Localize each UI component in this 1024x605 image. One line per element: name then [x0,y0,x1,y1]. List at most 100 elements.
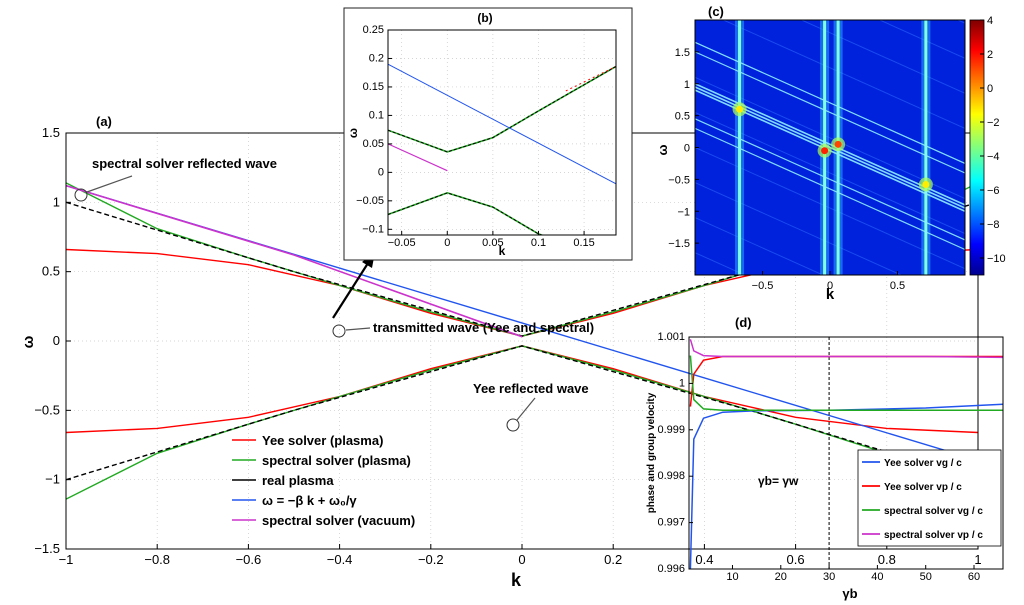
marker-yee-reflected [506,418,520,432]
series-plasma-upper [388,65,616,153]
y-tick-label: 0.2 [369,52,384,64]
x-tick-label: 0 [518,552,525,567]
y-tick-label: −1 [677,206,690,218]
x-tick-label: 50 [920,571,932,583]
panel-c: (c) −0.5 0 0.5 1.5 1 0.5 0 −0.5 −1 −1.5 k ω 4 2 0 −2… [655,4,1006,303]
y-tick-label: 1.5 [675,47,690,59]
series-spectral-solver-vg-c [689,355,1003,412]
arrow-yee-reflected [516,397,536,421]
annotation-spectral-reflected: spectral solver reflected wave [92,156,277,171]
annotation-yee-reflected: Yee reflected wave [473,381,589,396]
x-tick-label: 0.1 [531,237,546,249]
y-tick-label: 1.5 [42,125,60,140]
y-tick-label: −0.05 [356,195,384,207]
panel-d-xlabel: γb [842,586,857,601]
y-tick-label: 1 [684,79,690,91]
marker-spectral-reflected [74,188,88,202]
heatmap-texture [800,20,965,94]
panel-c-label: (c) [708,4,724,19]
plot-b-frame [387,29,617,236]
colorbar-tick-label: −8 [987,219,1000,231]
x-tick-label: 0 [827,280,833,292]
y-tick-label: −1.5 [34,541,60,556]
y-tick-label: −0.1 [362,223,384,235]
x-tick-label: 20 [775,571,787,583]
panel-a-annotations: spectral solver reflected wave transmitt… [74,156,594,432]
heatmap-diagonal [695,127,965,251]
y-tick-label: 0 [684,143,690,155]
y-tick-label: 0.15 [363,81,384,93]
panel-b: (b) −0.05 0 0.05 0.1 0.15 0.25 0.2 0.15 0.1 0.05 0… [343,7,633,261]
panel-c-xlabel: k [826,286,835,303]
arrow-spectral-reflected [86,175,133,193]
arrow-transmitted [345,327,371,331]
panel-d-legend: Yee solver vg / c Yee solver vp / c spectr… [857,449,1002,547]
panel-a-legend: Yee solver (plasma) spectral solver (plas… [232,433,415,528]
heatmap-diagonal [695,118,965,241]
series-beam-line [388,63,616,185]
x-tick-label: 0.4 [695,552,713,567]
legend-label: ω = −β k + ω₀/γ [262,493,357,508]
series-real-plasma-lower [66,345,978,481]
colorbar-tick-label: −6 [987,185,1000,197]
series-spectral-vacuum [388,143,448,172]
panel-a-xlabel: k [511,570,522,590]
x-tick-label: 0.2 [604,552,622,567]
x-tick-label: −0.6 [236,552,262,567]
x-tick-label: 40 [871,571,883,583]
y-tick-label: −1.5 [668,238,690,250]
y-tick-label: 1 [679,377,685,389]
y-tick-label: 0.998 [657,470,685,482]
heatmap-hotspot [834,140,842,148]
x-tick-label: −0.8 [144,552,170,567]
colorbar-tick-label: −2 [987,117,1000,129]
x-tick-label: −0.5 [752,280,774,292]
panel-c-ylabel: ω [655,144,670,155]
y-tick-label: 1 [53,194,60,209]
annotation-transmitted: transmitted wave (Yee and spectral) [373,320,594,335]
heatmap-hotspot [736,105,744,113]
panel-b-xlabel: k [499,244,506,258]
panel-a-label: (a) [96,114,112,129]
heatmap-hotspot [922,180,930,188]
legend-label: real plasma [262,473,334,488]
inset-b-box [343,7,633,261]
x-tick-label: 0.05 [482,237,503,249]
y-tick-label: 0.25 [363,24,384,36]
y-tick-label: 0.999 [657,424,685,436]
y-tick-label: 0.5 [42,264,60,279]
x-tick-label: 30 [823,571,835,583]
panel-b-ylabel: ω [346,128,360,138]
y-tick-label: 0.1 [369,109,384,121]
legend-label: spectral solver (vacuum) [262,513,415,528]
legend-label: spectral solver vg / c [884,506,983,517]
y-tick-label: −0.5 [668,174,690,186]
y-tick-label: −0.5 [34,402,60,417]
y-tick-label: 1.001 [657,331,685,343]
panel-d-label: (d) [735,315,752,330]
legend-box [857,449,1002,547]
x-tick-label: −1 [59,552,74,567]
x-tick-label: −0.2 [418,552,444,567]
legend-label: Yee solver vp / c [884,482,962,493]
heatmap-diagonal [695,41,965,164]
x-tick-label: 10 [726,571,738,583]
heatmap-hotspot [821,147,829,155]
panel-d-vline-label: γb= γw [758,474,799,488]
x-tick-label: 0.15 [573,237,594,249]
marker-transmitted [332,324,346,338]
y-tick-label: 0.05 [363,138,384,150]
legend-label: Yee solver (plasma) [262,433,383,448]
panel-a-ylabel: ω [20,335,37,348]
colorbar [969,19,985,276]
series-spectral-solver-vp-c [689,339,1003,359]
panel-b-label: (b) [477,11,492,25]
colorbar-tick-label: −10 [987,253,1006,265]
series-yee-overlay [565,65,616,92]
y-tick-label: −1 [45,472,60,487]
x-tick-label: 0.6 [787,552,805,567]
series-spectral-vacuum [66,184,523,338]
colorbar-tick-label: 2 [987,49,993,61]
heatmap-texture [878,20,965,59]
